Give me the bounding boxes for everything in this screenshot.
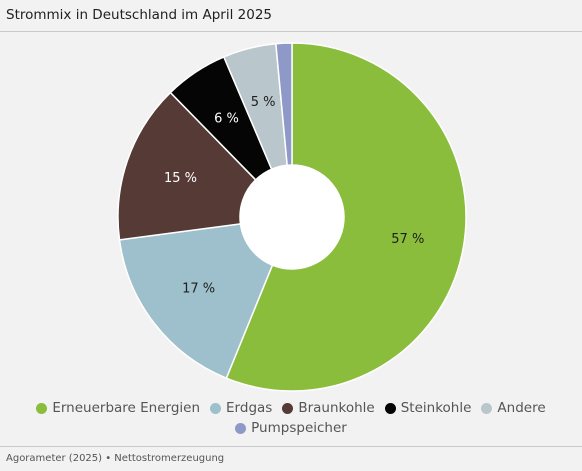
legend-swatch [210, 402, 222, 414]
slice-labels: 57 % 17 % 15 % 6 % 5 % [164, 95, 424, 297]
chart-legend: Erneuerbare Energien Erdgas Braunkohle Stei… [0, 400, 582, 436]
source-note: Agorameter (2025) • Nettostromerzeugung [6, 453, 225, 464]
slice-label-steinkohle: 6 % [214, 111, 239, 126]
legend-label: Andere [497, 400, 546, 416]
legend-label: Pumpspeicher [251, 420, 347, 436]
legend-item-erneuerbare-energien: Erneuerbare Energien [36, 400, 200, 416]
slice-label-erdgas: 17 % [182, 282, 215, 297]
donut-slices [117, 42, 467, 392]
legend-item-steinkohle: Steinkohle [384, 400, 472, 416]
donut-hole [240, 165, 344, 269]
slice-label-braunkohle: 15 % [164, 171, 197, 186]
legend-item-pumpspeicher: Pumpspeicher [235, 420, 347, 436]
legend-item-braunkohle: Braunkohle [282, 400, 375, 416]
legend-swatch [36, 402, 48, 414]
donut-chart: 57 % 17 % 15 % 6 % 5 % [117, 42, 467, 392]
slice-braunkohle [117, 91, 257, 241]
legend-label: Erneuerbare Energien [52, 400, 201, 416]
legend-swatch [235, 422, 247, 434]
slice-label-erneuerbare-energien: 57 % [391, 232, 424, 247]
footer-divider [0, 446, 582, 447]
legend-item-erdgas: Erdgas [210, 400, 272, 416]
chart-title: Strommix in Deutschland im April 2025 [6, 7, 273, 23]
slice-label-andere: 5 % [251, 95, 276, 110]
title-divider [0, 31, 582, 32]
legend-swatch [282, 402, 294, 414]
legend-label: Erdgas [226, 400, 273, 416]
legend-item-andere: Andere [481, 400, 546, 416]
legend-label: Steinkohle [400, 400, 472, 416]
legend-label: Braunkohle [298, 400, 375, 416]
legend-swatch [384, 402, 396, 414]
legend-swatch [481, 402, 493, 414]
